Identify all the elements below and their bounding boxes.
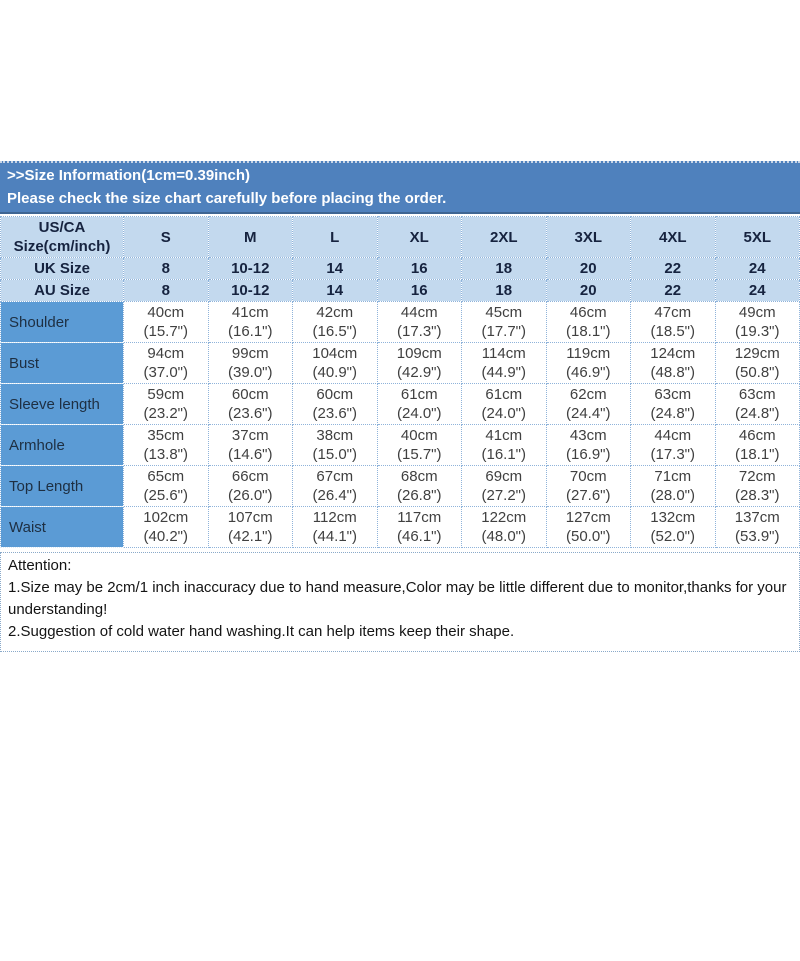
armhole-row: Armhole 35cm (13.8") 37cm (14.6") 38cm (… bbox=[0, 424, 800, 466]
measurement-label: Sleeve length bbox=[0, 383, 124, 425]
measurement-value: 107cm (42.1") bbox=[207, 506, 293, 548]
au-size-row: AU Size 8 10-12 14 16 18 20 22 24 bbox=[0, 279, 800, 302]
measurement-value: 61cm (24.0") bbox=[461, 383, 547, 425]
au-size-value: 10-12 bbox=[207, 279, 293, 302]
measurement-value: 45cm (17.7") bbox=[461, 301, 547, 343]
measurement-value: 129cm (50.8") bbox=[714, 342, 800, 384]
measurement-value: 71cm (28.0") bbox=[630, 465, 716, 507]
measurement-value: 119cm (46.9") bbox=[545, 342, 631, 384]
size-info-banner: >>Size Information(1cm=0.39inch) Please … bbox=[0, 161, 800, 214]
uk-size-value: 24 bbox=[714, 257, 800, 280]
banner-title: >>Size Information(1cm=0.39inch) bbox=[7, 167, 250, 184]
measurement-value: 127cm (50.0") bbox=[545, 506, 631, 548]
measurement-value: 70cm (27.6") bbox=[545, 465, 631, 507]
measurement-value: 44cm (17.3") bbox=[376, 301, 462, 343]
measurement-value: 109cm (42.9") bbox=[376, 342, 462, 384]
measurement-value: 66cm (26.0") bbox=[207, 465, 293, 507]
measurement-value: 49cm (19.3") bbox=[714, 301, 800, 343]
attention-notes: Attention: 1.Size may be 2cm/1 inch inac… bbox=[0, 552, 800, 652]
measurement-value: 47cm (18.5") bbox=[630, 301, 716, 343]
measurement-value: 42cm (16.5") bbox=[292, 301, 378, 343]
measurement-value: 117cm (46.1") bbox=[376, 506, 462, 548]
attention-note-1: 1.Size may be 2cm/1 inch inaccuracy due … bbox=[8, 579, 787, 618]
au-size-label: AU Size bbox=[0, 279, 124, 302]
measurement-value: 104cm (40.9") bbox=[292, 342, 378, 384]
measurement-value: 69cm (27.2") bbox=[461, 465, 547, 507]
banner-subtitle: Please check the size chart carefully be… bbox=[7, 190, 447, 207]
size-col-4xl: 4XL bbox=[630, 216, 716, 258]
shoulder-row: Shoulder 40cm (15.7") 41cm (16.1") 42cm … bbox=[0, 301, 800, 343]
attention-note-2: 2.Suggestion of cold water hand washing.… bbox=[8, 623, 515, 640]
au-size-value: 18 bbox=[461, 279, 547, 302]
size-col-3xl: 3XL bbox=[545, 216, 631, 258]
measurement-value: 63cm (24.8") bbox=[630, 383, 716, 425]
measurement-label: Bust bbox=[0, 342, 124, 384]
uk-size-value: 8 bbox=[123, 257, 209, 280]
measurement-value: 46cm (18.1") bbox=[545, 301, 631, 343]
measurement-label: Armhole bbox=[0, 424, 124, 466]
measurement-value: 112cm (44.1") bbox=[292, 506, 378, 548]
au-size-value: 8 bbox=[123, 279, 209, 302]
measurement-value: 124cm (48.8") bbox=[630, 342, 716, 384]
uk-size-value: 14 bbox=[292, 257, 378, 280]
measurement-label: Top Length bbox=[0, 465, 124, 507]
au-size-value: 20 bbox=[545, 279, 631, 302]
uk-size-label: UK Size bbox=[0, 257, 124, 280]
measurement-value: 41cm (16.1") bbox=[461, 424, 547, 466]
measurement-value: 59cm (23.2") bbox=[123, 383, 209, 425]
measurement-value: 132cm (52.0") bbox=[630, 506, 716, 548]
size-chart-table: US/CA Size(cm/inch) S M L XL 2XL 3XL 4XL… bbox=[0, 216, 800, 548]
measurement-value: 122cm (48.0") bbox=[461, 506, 547, 548]
sleeve-length-row: Sleeve length 59cm (23.2") 60cm (23.6") … bbox=[0, 383, 800, 425]
au-size-value: 14 bbox=[292, 279, 378, 302]
waist-row: Waist 102cm (40.2") 107cm (42.1") 112cm … bbox=[0, 506, 800, 548]
size-col-2xl: 2XL bbox=[461, 216, 547, 258]
bust-row: Bust 94cm (37.0") 99cm (39.0") 104cm (40… bbox=[0, 342, 800, 384]
size-col-5xl: 5XL bbox=[714, 216, 800, 258]
measurement-value: 60cm (23.6") bbox=[207, 383, 293, 425]
top-length-row: Top Length 65cm (25.6") 66cm (26.0") 67c… bbox=[0, 465, 800, 507]
measurement-value: 40cm (15.7") bbox=[376, 424, 462, 466]
measurement-value: 137cm (53.9") bbox=[714, 506, 800, 548]
size-col-s: S bbox=[123, 216, 209, 258]
measurement-value: 38cm (15.0") bbox=[292, 424, 378, 466]
measurement-label: Waist bbox=[0, 506, 124, 548]
measurement-value: 102cm (40.2") bbox=[123, 506, 209, 548]
measurement-value: 46cm (18.1") bbox=[714, 424, 800, 466]
attention-title: Attention: bbox=[8, 557, 72, 574]
au-size-value: 16 bbox=[376, 279, 462, 302]
measurement-value: 44cm (17.3") bbox=[630, 424, 716, 466]
measurement-value: 72cm (28.3") bbox=[714, 465, 800, 507]
uk-size-value: 16 bbox=[376, 257, 462, 280]
uk-size-value: 18 bbox=[461, 257, 547, 280]
uk-size-row: UK Size 8 10-12 14 16 18 20 22 24 bbox=[0, 257, 800, 280]
uk-size-value: 22 bbox=[630, 257, 716, 280]
size-header-row: US/CA Size(cm/inch) S M L XL 2XL 3XL 4XL… bbox=[0, 216, 800, 258]
measurement-value: 41cm (16.1") bbox=[207, 301, 293, 343]
measurement-value: 114cm (44.9") bbox=[461, 342, 547, 384]
measurement-value: 99cm (39.0") bbox=[207, 342, 293, 384]
measurement-value: 37cm (14.6") bbox=[207, 424, 293, 466]
size-col-m: M bbox=[207, 216, 293, 258]
corner-header-cell: US/CA Size(cm/inch) bbox=[0, 216, 124, 258]
size-col-l: L bbox=[292, 216, 378, 258]
au-size-value: 22 bbox=[630, 279, 716, 302]
measurement-value: 60cm (23.6") bbox=[292, 383, 378, 425]
measurement-value: 62cm (24.4") bbox=[545, 383, 631, 425]
measurement-value: 35cm (13.8") bbox=[123, 424, 209, 466]
measurement-value: 61cm (24.0") bbox=[376, 383, 462, 425]
au-size-value: 24 bbox=[714, 279, 800, 302]
measurement-value: 63cm (24.8") bbox=[714, 383, 800, 425]
measurement-label: Shoulder bbox=[0, 301, 124, 343]
measurement-value: 40cm (15.7") bbox=[123, 301, 209, 343]
uk-size-value: 20 bbox=[545, 257, 631, 280]
size-col-xl: XL bbox=[376, 216, 462, 258]
measurement-value: 43cm (16.9") bbox=[545, 424, 631, 466]
size-chart-sheet: >>Size Information(1cm=0.39inch) Please … bbox=[0, 161, 800, 652]
measurement-value: 67cm (26.4") bbox=[292, 465, 378, 507]
measurement-value: 65cm (25.6") bbox=[123, 465, 209, 507]
measurement-value: 94cm (37.0") bbox=[123, 342, 209, 384]
measurement-value: 68cm (26.8") bbox=[376, 465, 462, 507]
uk-size-value: 10-12 bbox=[207, 257, 293, 280]
